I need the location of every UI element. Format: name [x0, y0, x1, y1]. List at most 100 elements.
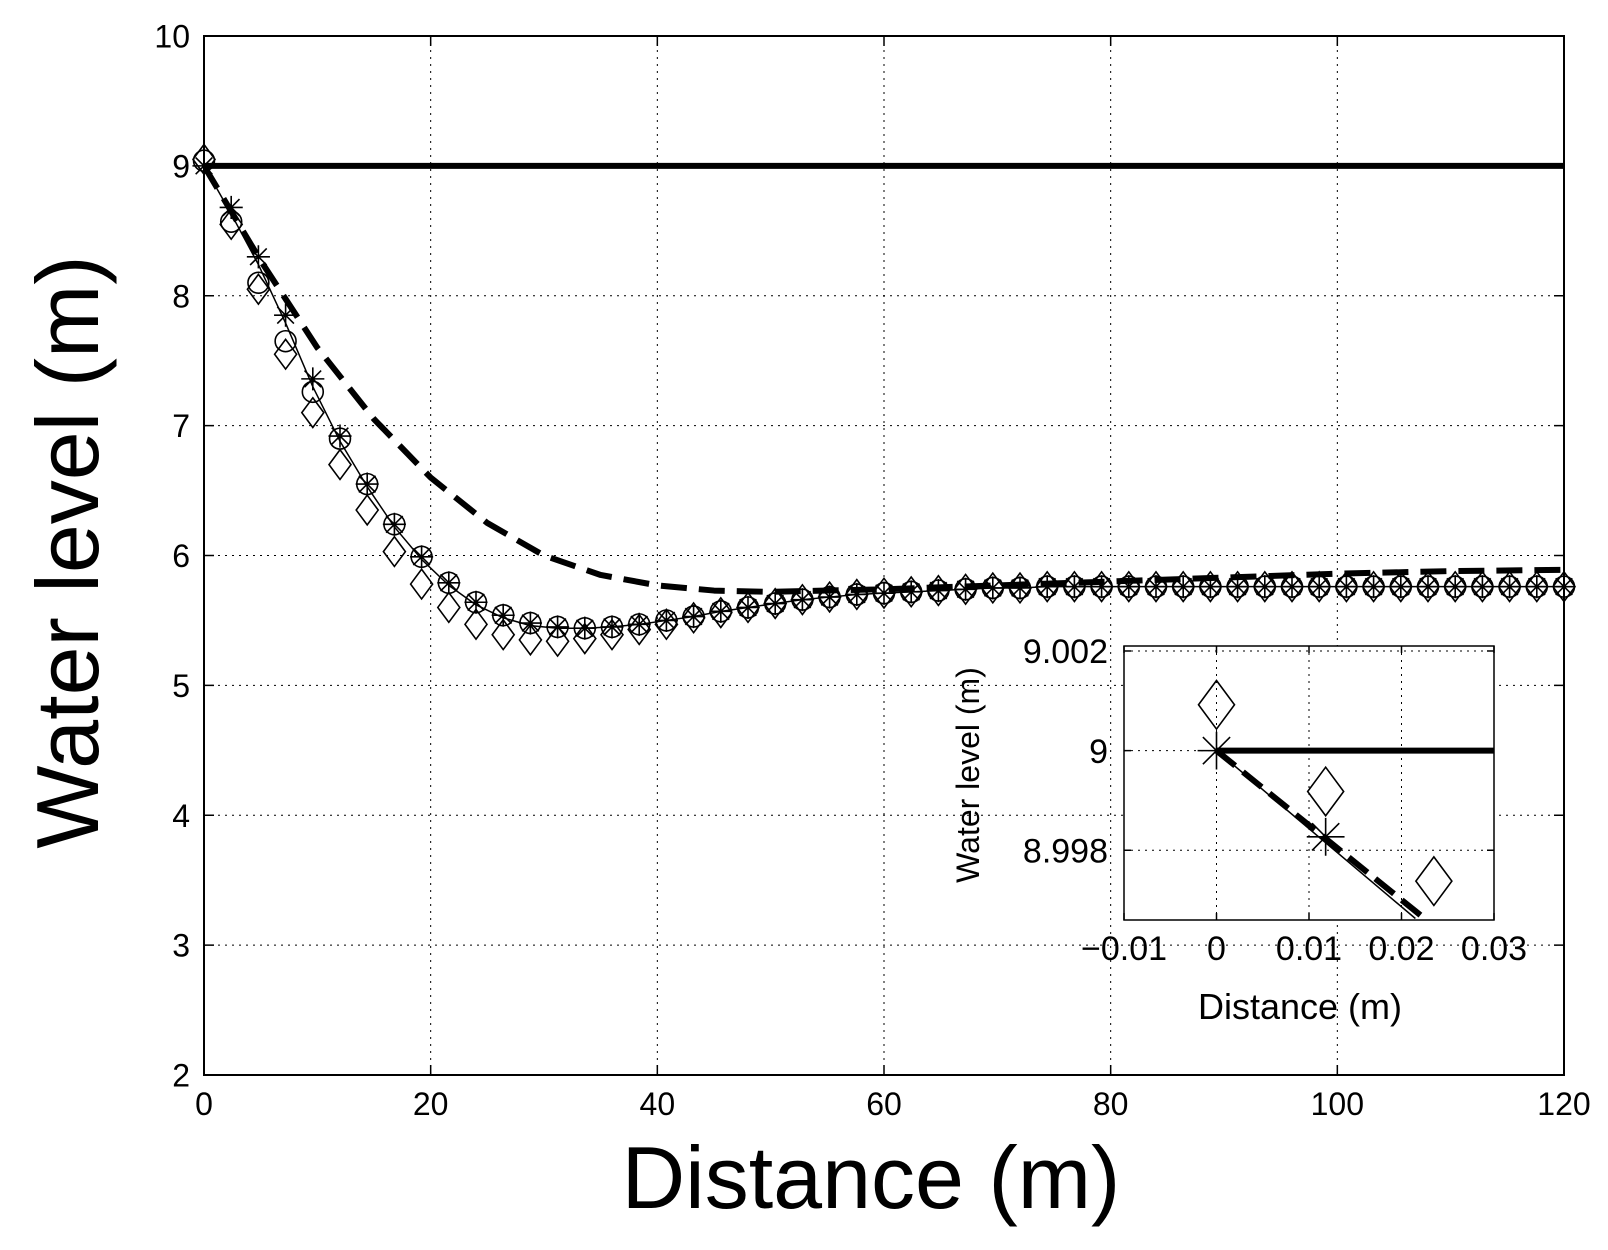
inset-ticks: −0.01 0 0.01 0.02 0.03 8.998 9 9.002: [1023, 633, 1527, 968]
main-marker-asterisk-16: [627, 612, 651, 636]
main-x-tick-label-5: 100: [1311, 1086, 1364, 1122]
main-marker-circle-12: [519, 611, 542, 635]
main-marker-circle-13: [546, 615, 569, 639]
main-y-axis-label: Water level (m): [18, 255, 117, 848]
main-marker-asterisk-25: [872, 581, 896, 605]
main-marker-diamond-36: [1171, 570, 1196, 603]
main-marker-asterisk-46: [1443, 575, 1467, 599]
main-marker-circle-1: [219, 210, 243, 233]
inset-x-tick-label-3: 0.02: [1368, 930, 1434, 968]
main-marker-circle-14: [573, 616, 597, 640]
main-marker-diamond-39: [1252, 570, 1277, 603]
main-marker-diamond-11: [491, 618, 516, 651]
main-marker-diamond-46: [1443, 570, 1468, 603]
inset-plot: −0.01 0 0.01 0.02 0.03 8.998 9 9.002 Distance (…: [950, 633, 1527, 1027]
main-marker-diamond-38: [1225, 570, 1250, 603]
main-marker-diamond-31: [1035, 570, 1060, 603]
main-marker-asterisk-24: [845, 582, 869, 607]
main-y-tick-label-7: 9: [172, 148, 190, 184]
main-marker-diamond-7: [382, 535, 407, 568]
main-marker-diamond-43: [1361, 570, 1386, 603]
main-marker-circle-11: [491, 603, 515, 627]
main-x-tick-label-6: 120: [1537, 1086, 1590, 1122]
main-marker-asterisk-37: [1198, 575, 1222, 599]
main-plot: 0 20 40 60 80 100 120 2 3 4 5 6 7 8 9 10 Distance (m) W…: [18, 19, 1591, 1227]
inset-marker-asterisk-1: [1306, 817, 1345, 856]
main-marker-diamond-4: [300, 396, 325, 429]
main-marker-circle-3: [274, 329, 297, 353]
main-marker-diamond-1: [219, 208, 244, 241]
main-marker-diamond-18: [681, 601, 706, 635]
inset-series-thin-line: [1216, 750, 1416, 920]
main-marker-asterisk-43: [1362, 575, 1386, 599]
main-marker-asterisk-11: [491, 603, 515, 627]
main-marker-diamond-34: [1116, 570, 1141, 603]
main-marker-asterisk-7: [382, 512, 406, 536]
main-marker-asterisk-5: [328, 424, 352, 448]
main-marker-asterisk-4: [301, 367, 325, 391]
main-x-tick-label-2: 40: [640, 1086, 676, 1122]
main-marker-asterisk-36: [1171, 575, 1195, 599]
main-marker-asterisk-28: [954, 577, 978, 601]
inset-y-tick-label-1: 9: [1089, 733, 1108, 771]
main-y-tick-label-1: 3: [172, 928, 190, 964]
main-marker-diamond-8: [409, 567, 434, 601]
main-y-tick-label-6: 8: [172, 278, 190, 314]
main-x-axis-label: Distance (m): [622, 1128, 1121, 1227]
main-marker-asterisk-6: [355, 472, 379, 496]
main-marker-diamond-29: [980, 571, 1005, 605]
main-marker-diamond-45: [1416, 570, 1440, 603]
main-marker-diamond-19: [708, 596, 733, 629]
main-x-tick-label-0: 0: [195, 1086, 213, 1122]
main-marker-asterisk-35: [1144, 575, 1168, 599]
inset-x-axis-label: Distance (m): [1198, 986, 1402, 1027]
main-y-tick-label-4: 6: [172, 538, 190, 574]
inset-y-tick-label-0: 8.998: [1023, 832, 1108, 870]
main-marker-diamond-13: [545, 625, 570, 658]
main-marker-diamond-41: [1307, 570, 1332, 603]
main-marker-circle-15: [600, 615, 624, 639]
main-marker-asterisk-26: [899, 580, 923, 604]
inset-line-dashed: [1214, 748, 1427, 920]
main-y-tick-label-5: 7: [172, 408, 190, 444]
main-marker-asterisk-42: [1334, 575, 1358, 599]
main-marker-diamond-22: [790, 583, 815, 616]
main-y-tick-label-3: 5: [172, 668, 190, 704]
main-marker-diamond-26: [899, 575, 924, 609]
main-series-asterisk-markers: [192, 154, 1576, 640]
main-marker-diamond-9: [436, 591, 461, 624]
main-marker-asterisk-27: [926, 579, 950, 603]
main-marker-asterisk-12: [518, 611, 542, 635]
main-marker-diamond-30: [1008, 571, 1032, 605]
inset-series-asterisk-markers: [1197, 731, 1345, 856]
main-marker-diamond-49: [1524, 570, 1549, 603]
main-marker-asterisk-9: [437, 571, 461, 595]
main-marker-diamond-40: [1280, 570, 1304, 603]
main-marker-asterisk-21: [763, 592, 787, 616]
main-marker-asterisk-47: [1470, 575, 1494, 599]
main-marker-diamond-42: [1334, 570, 1359, 603]
main-line-thin-line: [204, 165, 1564, 629]
main-marker-diamond-12: [518, 623, 543, 657]
main-marker-diamond-20: [736, 591, 760, 624]
main-marker-asterisk-17: [654, 608, 678, 632]
main-marker-asterisk-45: [1416, 575, 1440, 599]
inset-series: [1197, 679, 1494, 920]
main-marker-diamond-16: [627, 613, 652, 646]
main-marker-circle-8: [410, 545, 433, 569]
main-marker-asterisk-8: [410, 545, 434, 569]
inset-line-thin-line: [1216, 750, 1416, 920]
main-x-tick-label-4: 80: [1093, 1086, 1129, 1122]
main-marker-asterisk-41: [1307, 575, 1331, 599]
main-marker-asterisk-32: [1062, 575, 1086, 599]
main-marker-asterisk-3: [274, 303, 298, 327]
main-series-thin-line: [204, 165, 1564, 629]
inset-x-tick-label-1: 0: [1207, 930, 1226, 968]
main-marker-diamond-44: [1388, 570, 1413, 603]
main-marker-asterisk-14: [573, 616, 597, 640]
main-marker-diamond-17: [654, 608, 679, 641]
main-marker-diamond-32: [1062, 570, 1087, 603]
main-marker-asterisk-2: [246, 245, 270, 269]
main-marker-asterisk-38: [1226, 575, 1250, 599]
main-x-tick-label-1: 20: [413, 1086, 449, 1122]
